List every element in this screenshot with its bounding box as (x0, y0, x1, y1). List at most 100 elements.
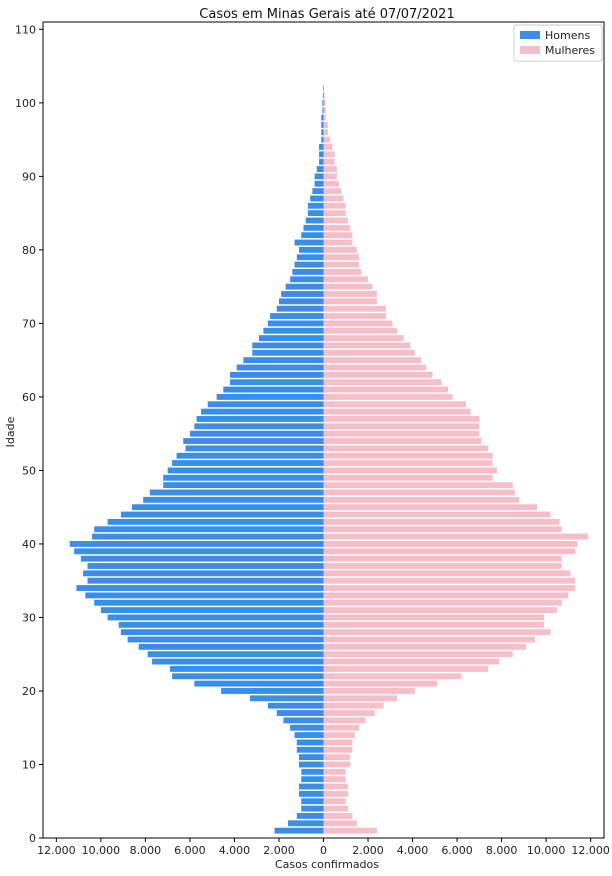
bar-homens-age-51 (172, 460, 324, 467)
bar-mulheres-age-36 (323, 570, 571, 577)
bar-homens-age-71 (270, 313, 324, 319)
bar-homens-age-8 (301, 776, 324, 783)
bars-group (69, 85, 589, 834)
bar-mulheres-age-98 (323, 114, 326, 121)
bar-homens-age-13 (296, 739, 324, 746)
bar-homens-age-73 (278, 298, 324, 305)
bar-mulheres-age-69 (323, 327, 397, 334)
bar-homens-age-57 (196, 416, 324, 422)
bar-mulheres-age-49 (323, 474, 493, 481)
bar-mulheres-age-100 (323, 99, 326, 106)
x-tick-label: 10.000 (82, 844, 121, 857)
y-tick-label: 110 (15, 23, 36, 36)
bar-mulheres-age-94 (323, 144, 333, 150)
bar-homens-age-20 (221, 688, 324, 694)
bar-homens-age-31 (100, 607, 324, 614)
bar-homens-age-64 (236, 364, 324, 371)
y-tick-label: 100 (15, 97, 36, 110)
bar-mulheres-age-11 (323, 754, 351, 761)
bar-homens-age-22 (172, 673, 324, 680)
bar-homens-age-70 (267, 320, 324, 327)
y-tick-label: 30 (22, 611, 36, 624)
y-tick-label: 70 (22, 317, 36, 330)
bar-mulheres-age-65 (323, 357, 422, 364)
bar-mulheres-age-14 (323, 732, 355, 739)
bar-mulheres-age-44 (323, 511, 551, 518)
bar-mulheres-age-73 (323, 298, 377, 305)
bar-mulheres-age-92 (323, 158, 335, 165)
bar-mulheres-age-43 (323, 518, 560, 525)
bar-homens-age-18 (267, 702, 324, 709)
bar-mulheres-age-76 (323, 276, 369, 283)
bar-mulheres-age-54 (323, 438, 482, 444)
bar-homens-age-81 (294, 239, 324, 246)
bar-homens-age-79 (296, 254, 324, 261)
bar-mulheres-age-55 (323, 430, 480, 437)
y-tick-label: 80 (22, 244, 36, 257)
bar-homens-age-3 (296, 813, 324, 819)
bar-mulheres-age-8 (323, 776, 346, 783)
bar-mulheres-age-70 (323, 320, 393, 327)
bar-mulheres-age-87 (323, 195, 344, 202)
bar-mulheres-age-59 (323, 401, 466, 408)
bar-homens-age-23 (169, 665, 324, 672)
bar-mulheres-age-96 (323, 129, 328, 136)
bar-homens-age-10 (299, 761, 324, 768)
bar-mulheres-age-4 (323, 805, 348, 812)
bar-homens-age-24 (152, 658, 324, 665)
bar-homens-age-28 (120, 629, 324, 636)
x-tick-label: 8.000 (130, 844, 162, 857)
bar-mulheres-age-17 (323, 710, 375, 716)
bar-mulheres-age-42 (323, 526, 562, 533)
bar-mulheres-age-80 (323, 246, 357, 253)
bar-mulheres-age-2 (323, 820, 357, 827)
bar-homens-age-76 (290, 276, 324, 283)
bar-homens-age-38 (80, 555, 324, 562)
bar-homens-age-11 (299, 754, 324, 761)
x-tick-label: 10.000 (527, 844, 566, 857)
bar-homens-age-95 (321, 136, 324, 143)
bar-homens-age-101 (322, 92, 324, 99)
bar-mulheres-age-75 (323, 283, 373, 290)
bar-mulheres-age-66 (323, 349, 415, 356)
bar-mulheres-age-24 (323, 658, 500, 665)
x-tick-label: 12.000 (37, 844, 76, 857)
bar-homens-age-6 (299, 790, 324, 797)
bar-mulheres-age-99 (323, 107, 326, 114)
bar-homens-age-45 (132, 504, 324, 511)
bar-mulheres-age-72 (323, 305, 386, 312)
bar-homens-age-44 (120, 511, 324, 518)
bar-homens-age-16 (283, 717, 324, 724)
legend-label-homens: Homens (545, 29, 590, 42)
y-tick-label: 20 (22, 685, 36, 698)
bar-mulheres-age-60 (323, 393, 453, 400)
bar-homens-age-88 (312, 188, 324, 195)
bar-homens-age-34 (76, 585, 324, 591)
bar-homens-age-100 (322, 99, 324, 106)
bar-mulheres-age-84 (323, 217, 348, 224)
bar-mulheres-age-37 (323, 563, 562, 569)
x-tick-label: 6.000 (174, 844, 206, 857)
bar-mulheres-age-77 (323, 269, 362, 275)
x-tick-label: 8.000 (486, 844, 518, 857)
bar-mulheres-age-38 (323, 555, 562, 562)
bar-homens-age-35 (87, 577, 324, 584)
bar-mulheres-age-15 (323, 724, 360, 731)
bar-homens-age-62 (230, 379, 324, 386)
bar-homens-age-7 (299, 783, 324, 790)
bar-mulheres-age-27 (323, 636, 535, 643)
y-tick-label: 10 (22, 758, 36, 771)
bar-homens-age-4 (301, 805, 324, 812)
bar-mulheres-age-61 (323, 386, 449, 393)
bar-homens-age-12 (296, 746, 324, 753)
bar-mulheres-age-88 (323, 188, 342, 195)
bar-homens-age-25 (147, 651, 324, 658)
bar-mulheres-age-81 (323, 239, 353, 246)
legend-swatch-homens (520, 31, 540, 39)
bar-homens-age-86 (307, 202, 324, 209)
bar-homens-age-50 (167, 467, 324, 474)
bar-homens-age-49 (163, 474, 324, 481)
bar-mulheres-age-6 (323, 790, 348, 797)
bar-mulheres-age-74 (323, 291, 377, 297)
